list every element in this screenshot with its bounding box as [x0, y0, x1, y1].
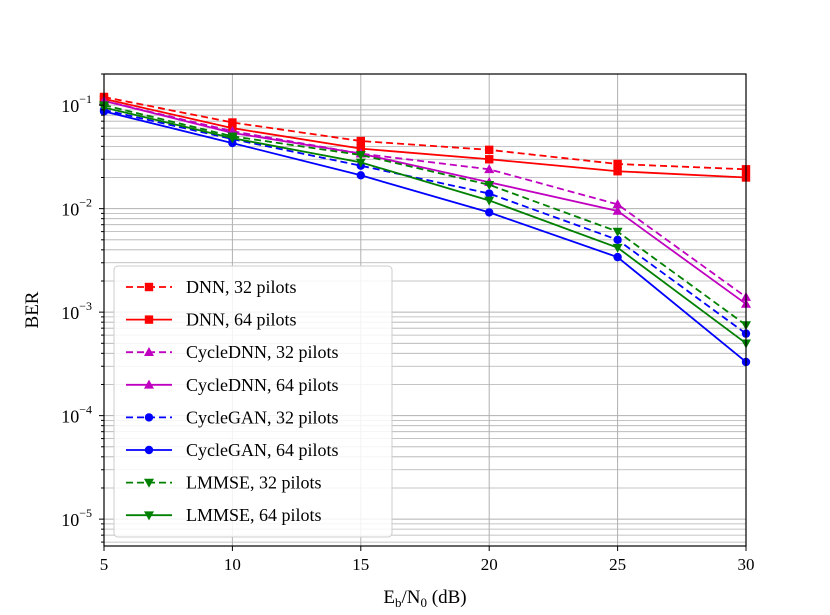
legend-label: CycleDNN, 32 pilots [186, 342, 339, 362]
legend-item: CycleDNN, 64 pilots [126, 375, 339, 395]
legend-marker [144, 282, 154, 292]
data-point [484, 164, 495, 174]
data-point [484, 180, 495, 190]
series-line [103, 99, 747, 298]
series-line [103, 99, 747, 305]
data-point [484, 196, 495, 206]
legend-marker [144, 413, 154, 422]
data-point [612, 243, 623, 253]
y-tick-label-base: 10 [61, 510, 79, 530]
legend-marker [144, 315, 154, 324]
legend-item: CycleDNN, 32 pilots [126, 342, 339, 362]
data-point [356, 136, 365, 146]
legend-item: CycleGAN, 64 pilots [126, 440, 339, 460]
x-tick-label: 30 [738, 555, 755, 574]
y-tick-label-exponent: −4 [79, 403, 92, 417]
data-point [485, 189, 494, 198]
y-tick-label-exponent: −3 [79, 299, 92, 313]
data-point [613, 167, 622, 176]
y-tick-label-base: 10 [61, 96, 79, 116]
y-tick-label-exponent: −2 [79, 196, 92, 210]
data-point [485, 208, 494, 217]
legend-marker [144, 445, 154, 455]
series-line [103, 104, 747, 326]
series-layer [99, 92, 751, 367]
data-point [612, 227, 623, 237]
legend-item: DNN, 64 pilots [126, 310, 297, 330]
legend-marker [144, 511, 154, 521]
x-axis-label-main: E [383, 587, 395, 608]
legend-item: LMMSE, 64 pilots [126, 505, 322, 525]
y-tick-label-exponent: −5 [79, 506, 92, 520]
data-point [613, 235, 622, 245]
legend-label: LMMSE, 64 pilots [186, 505, 322, 525]
x-axis-label-sub-b: b [395, 595, 402, 610]
data-point [613, 159, 622, 169]
y-tick-label: 10−2 [61, 196, 92, 220]
legend-box [113, 265, 393, 538]
y-tick-label: 10−1 [61, 92, 92, 116]
x-tick-label: 5 [100, 555, 109, 574]
legend-label: CycleGAN, 64 pilots [186, 440, 339, 460]
x-tick-label: 20 [481, 555, 498, 574]
x-axis-label-sub-0: 0 [421, 595, 428, 610]
legend-item: LMMSE, 32 pilots [126, 473, 322, 493]
series-line [103, 110, 747, 363]
x-tick-label: 25 [609, 555, 626, 574]
data-point [355, 158, 366, 168]
y-tick-label: 10−5 [61, 506, 92, 530]
x-tick-label: 10 [224, 555, 241, 574]
y-tick-label-base: 10 [61, 200, 79, 220]
legend-label: LMMSE, 32 pilots [186, 473, 322, 493]
data-point [228, 118, 237, 127]
data-point [356, 171, 365, 180]
plot-frame [103, 73, 747, 547]
x-axis-label: Eb/N0 (dB) [383, 587, 466, 610]
data-point [355, 151, 366, 161]
legend-marker [144, 379, 154, 389]
legend-label: CycleGAN, 32 pilots [186, 407, 339, 427]
series-line [103, 97, 747, 179]
series-lmmse-64-pilots [99, 103, 751, 349]
data-point [613, 252, 622, 262]
legend-label: CycleDNN, 64 pilots [186, 375, 339, 395]
y-tick-label: 10−4 [61, 403, 92, 427]
legend-item: CycleGAN, 32 pilots [126, 407, 339, 427]
legend-marker [144, 478, 154, 488]
series-line [103, 96, 747, 171]
data-point [612, 205, 623, 215]
y-tick-label: 10−3 [61, 299, 92, 323]
legend-item: DNN, 32 pilots [126, 277, 297, 297]
legend-marker [144, 347, 154, 356]
y-tick-label-base: 10 [61, 303, 79, 323]
legend-label: DNN, 64 pilots [186, 310, 297, 330]
legend: DNN, 32 pilots DNN, 64 pilots CycleDNN, 32… [113, 265, 393, 538]
x-axis-label-unit: (dB) [427, 587, 467, 608]
data-point [612, 199, 623, 209]
series-line [103, 106, 747, 345]
data-point [485, 155, 494, 164]
data-point [485, 145, 494, 155]
legend-label: DNN, 32 pilots [186, 277, 297, 297]
x-axis-label-mid: /N [402, 587, 421, 608]
y-axis-label: BER [22, 291, 43, 328]
y-tick-label-exponent: −1 [79, 92, 92, 106]
series-cyclegan-64-pilots [99, 107, 751, 367]
x-tick-label: 15 [352, 555, 369, 574]
y-tick-label-base: 10 [61, 407, 79, 427]
data-point [227, 134, 238, 144]
